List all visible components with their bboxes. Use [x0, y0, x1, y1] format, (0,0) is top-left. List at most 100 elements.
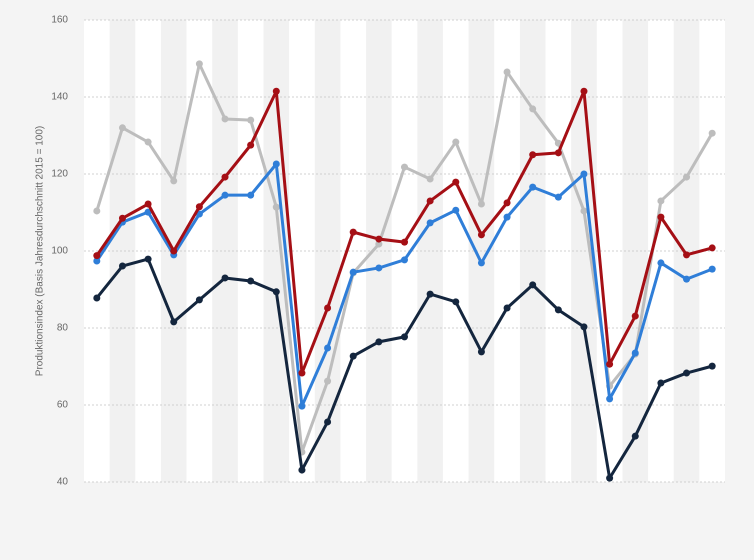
data-point: [144, 255, 152, 263]
data-point: [503, 199, 511, 207]
data-point: [272, 288, 280, 296]
data-point: [529, 183, 537, 191]
data-point: [247, 141, 255, 149]
data-point: [170, 177, 178, 185]
data-point: [401, 163, 408, 171]
data-point: [503, 213, 511, 221]
data-point: [631, 349, 639, 357]
data-point: [580, 87, 588, 95]
data-point: [324, 418, 332, 426]
data-point: [503, 68, 511, 76]
data-point: [298, 402, 306, 410]
data-point: [375, 264, 383, 272]
data-point: [426, 197, 434, 205]
data-point: [477, 259, 485, 267]
data-point: [170, 318, 178, 326]
data-point: [118, 214, 126, 222]
data-point: [272, 203, 280, 211]
y-tick-label: 160: [51, 15, 68, 26]
data-point: [683, 275, 691, 283]
data-point: [657, 379, 665, 387]
data-point: [349, 268, 357, 276]
data-point: [529, 105, 537, 113]
data-point: [452, 206, 460, 214]
data-point: [657, 213, 665, 221]
data-point: [503, 304, 511, 312]
band: [366, 20, 392, 482]
data-point: [477, 200, 485, 208]
data-point: [426, 219, 434, 227]
data-point: [375, 235, 383, 243]
data-point: [144, 138, 152, 146]
data-point: [477, 348, 485, 356]
data-point: [170, 247, 178, 255]
data-point: [426, 290, 434, 298]
data-point: [580, 323, 588, 331]
data-point: [272, 87, 280, 95]
data-point: [401, 333, 408, 341]
data-point: [195, 203, 203, 211]
data-point: [529, 151, 537, 159]
data-point: [272, 160, 280, 168]
data-point: [580, 170, 588, 178]
data-point: [529, 281, 537, 289]
data-point: [683, 173, 691, 181]
data-point: [247, 191, 255, 199]
y-tick-label: 120: [51, 169, 68, 180]
data-point: [683, 251, 691, 259]
data-point: [631, 432, 639, 440]
data-point: [195, 60, 203, 68]
data-point: [708, 244, 716, 252]
data-point: [708, 129, 716, 137]
data-point: [708, 265, 716, 273]
data-point: [93, 294, 101, 302]
data-point: [349, 352, 357, 360]
data-point: [606, 360, 614, 368]
y-axis-label: Produktionsindex (Basis Jahresdurchschni…: [35, 126, 46, 376]
y-tick-label: 80: [57, 323, 69, 334]
data-point: [554, 306, 562, 314]
band: [622, 20, 649, 482]
data-point: [401, 238, 408, 246]
data-point: [247, 277, 255, 285]
data-point: [221, 191, 229, 199]
data-point: [426, 175, 434, 183]
data-point: [247, 116, 255, 124]
data-point: [298, 369, 306, 377]
data-point: [195, 296, 203, 304]
data-point: [631, 312, 639, 320]
y-tick-label: 100: [51, 246, 68, 257]
data-point: [324, 344, 332, 352]
data-point: [298, 466, 306, 474]
data-point: [401, 256, 408, 264]
y-tick-label: 140: [51, 92, 68, 103]
data-point: [93, 252, 101, 260]
data-point: [144, 200, 152, 208]
data-point: [452, 178, 460, 186]
data-point: [606, 395, 614, 403]
y-tick-label: 60: [57, 400, 69, 411]
data-point: [221, 274, 229, 282]
data-point: [580, 207, 588, 215]
data-point: [118, 124, 126, 132]
data-point: [93, 257, 101, 265]
data-point: [554, 193, 562, 201]
data-point: [554, 149, 562, 157]
data-point: [708, 362, 716, 370]
data-point: [118, 262, 126, 270]
data-point: [606, 474, 614, 482]
data-point: [375, 240, 383, 248]
data-point: [93, 207, 101, 215]
data-point: [477, 231, 485, 239]
data-point: [221, 173, 229, 181]
data-point: [683, 369, 691, 377]
data-point: [452, 298, 460, 306]
y-tick-label: 40: [57, 477, 69, 488]
data-point: [657, 197, 665, 205]
data-point: [349, 228, 357, 236]
data-point: [221, 115, 229, 123]
data-point: [375, 338, 383, 346]
data-point: [324, 377, 332, 385]
data-point: [657, 259, 665, 267]
